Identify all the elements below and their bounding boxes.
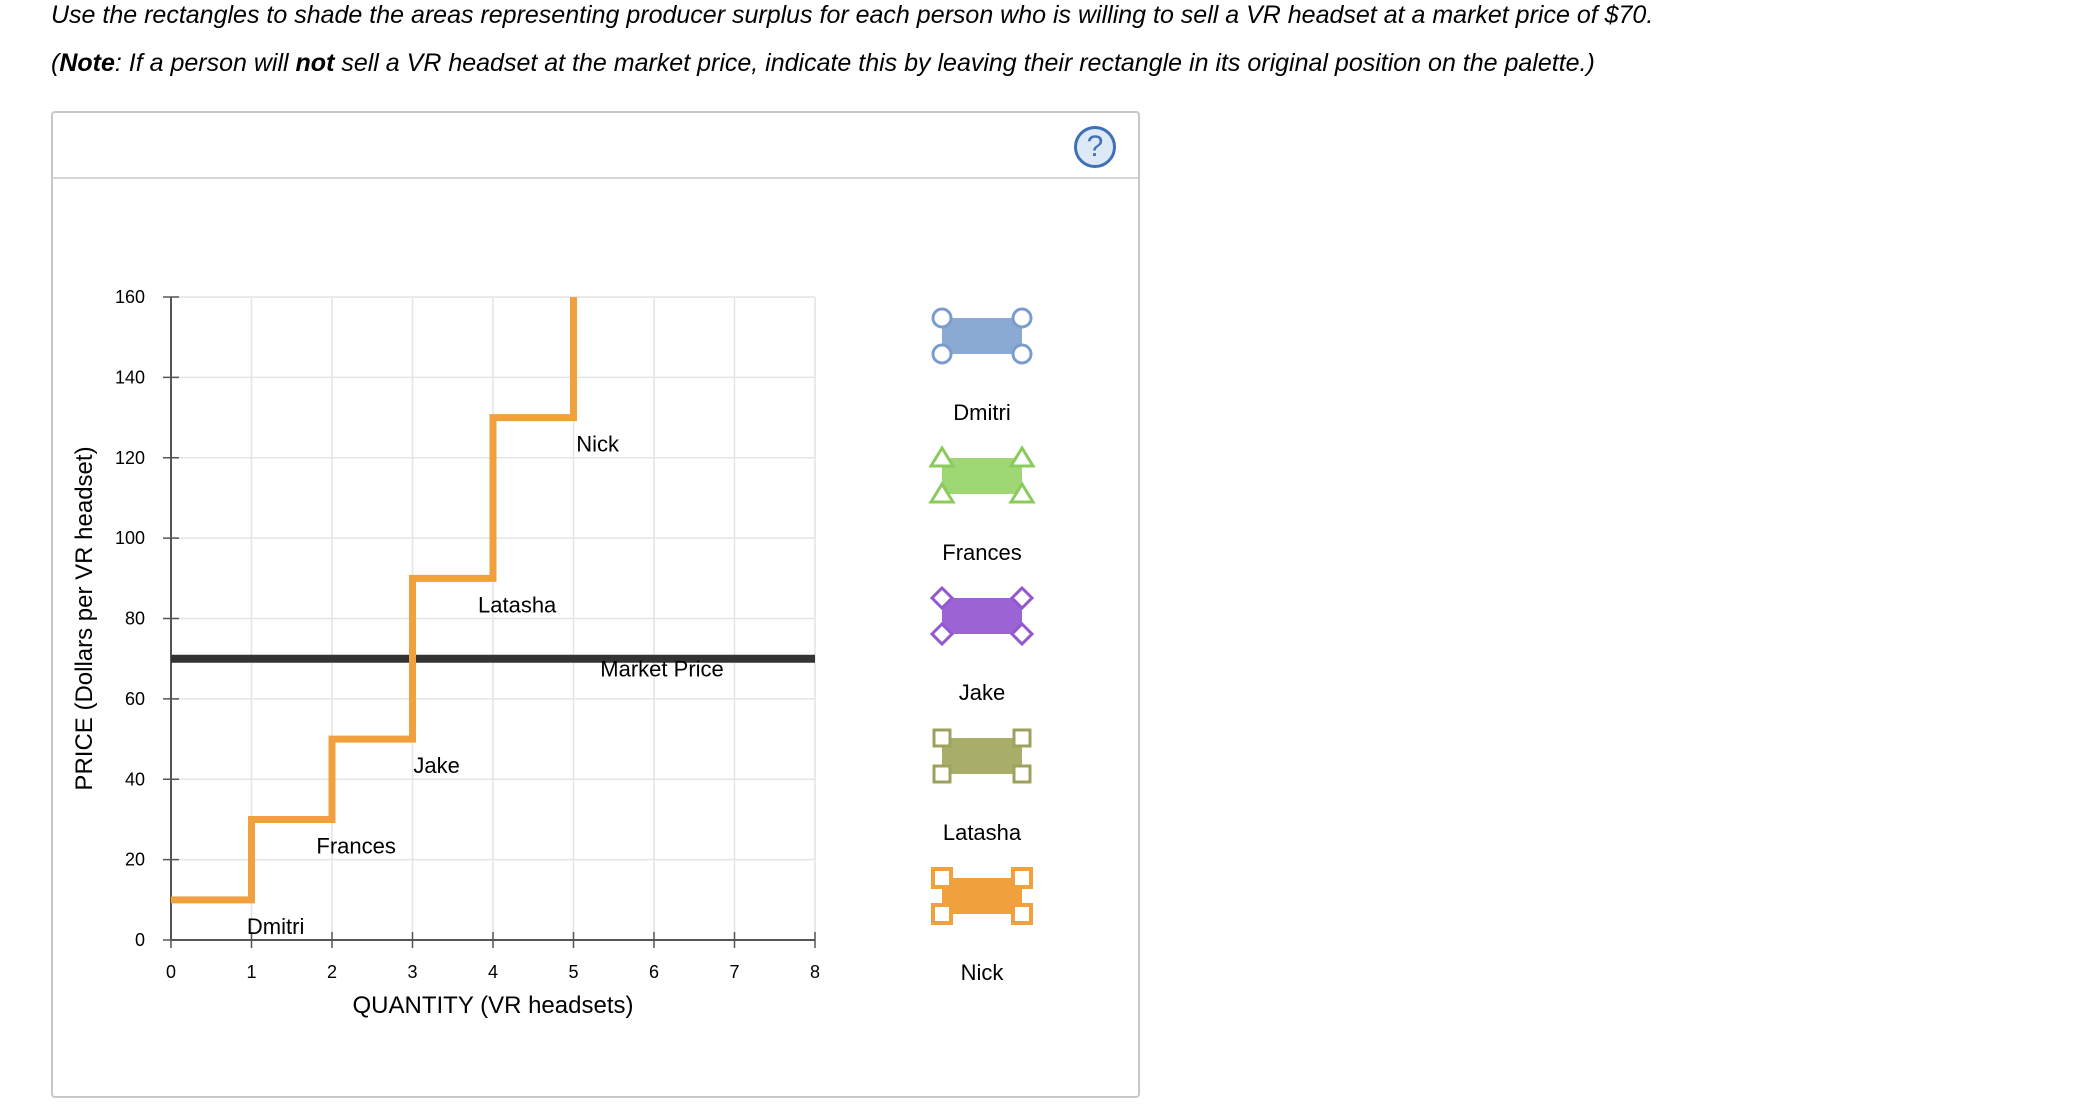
annotation-nick: Nick [576,432,620,457]
x-tick-label: 7 [729,962,739,982]
series [171,297,815,904]
square-outline-handle-icon[interactable] [931,903,953,925]
y-tick-label: 160 [115,287,145,307]
x-axis-title: QUANTITY (VR headsets) [353,992,634,1019]
palette-rect-body[interactable] [942,458,1022,494]
palette-label-jake: Jake [959,680,1005,705]
annotation-latasha: Latasha [478,592,557,617]
square-handle-icon[interactable] [1012,728,1032,748]
palette-rect-nick[interactable] [931,867,1033,925]
annotation-market-price: Market Price [600,657,723,682]
question-mark-icon: ? [1086,130,1104,163]
palette-rect-latasha[interactable] [932,728,1032,784]
square-handle-icon[interactable] [932,764,952,784]
diamond-handle-icon[interactable] [929,621,955,647]
note-text-a: : If a person will [114,49,296,77]
palette: Dmitri Frances Jake Latasha Nick [928,307,1036,985]
note-text-b: sell a VR headset at the market price, i… [334,49,1595,77]
x-tick-label: 4 [488,962,498,982]
instruction-line-1: Use the rectangles to shade the areas re… [51,1,1654,29]
y-tick-label: 20 [125,850,145,870]
annotation-dmitri: Dmitri [247,914,304,939]
x-tick-label: 3 [407,962,417,982]
annotations: Dmitri Frances Jake Latasha Nick Market Price [247,432,724,939]
y-tick-label: 60 [125,689,145,709]
x-tick-label: 8 [810,962,820,982]
supply-curve [171,297,577,904]
circle-handle-icon[interactable] [1011,343,1033,365]
y-tick-label: 80 [125,609,145,629]
x-tick-label: 6 [649,962,659,982]
note-label: Note [59,49,115,77]
axes: 0 20 40 60 80 100 120 140 160 0 1 2 3 4 5 6 7 8 QUANTITY (… [71,287,820,1019]
palette-label-nick: Nick [961,960,1005,985]
palette-label-latasha: Latasha [943,820,1022,845]
annotation-jake: Jake [413,753,459,778]
diamond-handle-icon[interactable] [929,585,955,611]
annotation-frances: Frances [316,833,395,858]
square-outline-handle-icon[interactable] [931,867,953,889]
square-handle-icon[interactable] [1012,764,1032,784]
x-tick-label: 0 [166,962,176,982]
palette-rect-jake[interactable] [929,585,1035,647]
triangle-handle-icon[interactable] [928,481,956,504]
y-tick-label: 120 [115,448,145,468]
palette-rect-body[interactable] [942,598,1022,634]
y-tick-label: 100 [115,528,145,548]
x-tick-label: 5 [568,962,578,982]
palette-rect-body[interactable] [942,878,1022,914]
triangle-handle-icon[interactable] [928,445,956,468]
instruction-line-2: (Note: If a person will not sell a VR he… [51,48,1595,78]
y-tick-label: 40 [125,769,145,789]
palette-label-dmitri: Dmitri [953,400,1010,425]
circle-handle-icon[interactable] [931,307,953,329]
y-axis-title: PRICE (Dollars per VR headset) [71,446,98,790]
circle-handle-icon[interactable] [931,343,953,365]
triangle-handle-icon[interactable] [1008,445,1036,468]
panel-header: ? [53,113,1138,179]
square-handle-icon[interactable] [932,728,952,748]
help-button[interactable]: ? [1074,126,1116,168]
triangle-handle-icon[interactable] [1008,481,1036,504]
grid [171,296,816,940]
palette-rect-body[interactable] [942,318,1022,354]
paren-open: ( [51,49,60,77]
diamond-handle-icon[interactable] [1009,585,1035,611]
not-emphasis: not [295,49,335,77]
x-tick-label: 2 [327,962,337,982]
palette-rect-dmitri[interactable] [931,307,1033,365]
diamond-handle-icon[interactable] [1009,621,1035,647]
circle-handle-icon[interactable] [1011,307,1033,329]
square-outline-handle-icon[interactable] [1011,867,1033,889]
palette-label-frances: Frances [942,540,1021,565]
y-tick-label: 140 [115,367,145,387]
x-tick-label: 1 [246,962,256,982]
y-tick-label: 0 [135,930,145,950]
square-outline-handle-icon[interactable] [1011,903,1033,925]
palette-rect-body[interactable] [942,738,1022,774]
palette-rect-frances[interactable] [928,445,1036,504]
